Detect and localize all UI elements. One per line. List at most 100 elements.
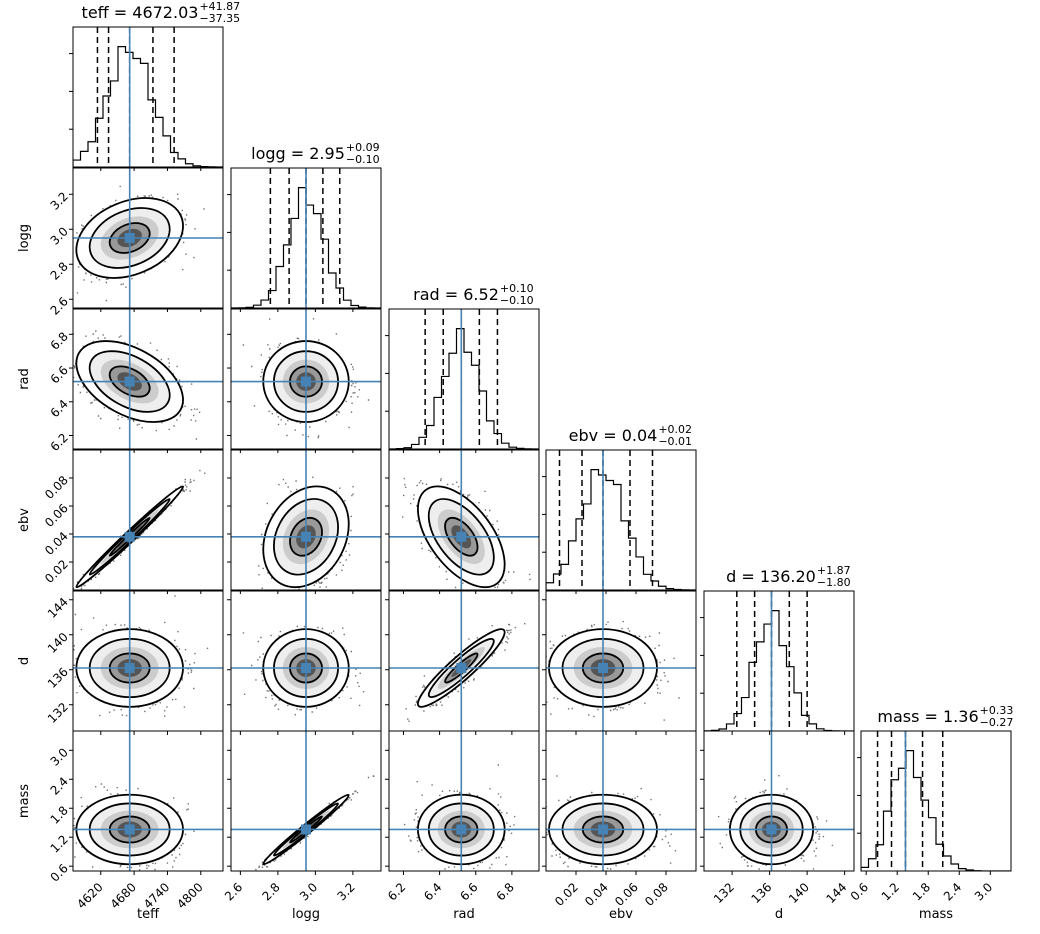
x-tick-label: 132 bbox=[711, 880, 737, 906]
x-axis-label-teff: teff bbox=[137, 907, 160, 922]
x-axis-label-rad: rad bbox=[453, 907, 475, 922]
y-tick-label: 0.08 bbox=[42, 473, 71, 502]
x-tick-label: 0.6 bbox=[848, 880, 871, 903]
y-tick-label: 3.0 bbox=[48, 745, 71, 768]
title-plus-error: +41.87 bbox=[199, 0, 240, 13]
histogram-step bbox=[861, 750, 1011, 871]
panel-frame bbox=[72, 167, 224, 309]
y-axis-label-ebv: ebv bbox=[17, 508, 32, 532]
x-axis-label-logg: logg bbox=[292, 907, 320, 922]
x-tick-label: 0.06 bbox=[612, 880, 641, 909]
x-tick-label: 6.4 bbox=[421, 880, 444, 903]
y-tick-label: 0.06 bbox=[42, 501, 71, 530]
hist-panel-ebv: ebv = 0.04 +0.02−0.01 bbox=[542, 423, 697, 594]
title-plus-error: +0.10 bbox=[500, 282, 534, 295]
x-tick-label: 140 bbox=[786, 880, 812, 906]
y-tick-label: 144 bbox=[45, 595, 71, 621]
truth-marker bbox=[301, 531, 311, 542]
y-tick-label: 136 bbox=[45, 665, 71, 691]
title-minus-error: −0.10 bbox=[500, 294, 534, 307]
scatter-points bbox=[73, 595, 209, 717]
panel-title-rad: rad = 6.52 bbox=[413, 285, 499, 304]
y-tick-label: 3.0 bbox=[48, 224, 71, 247]
y-tick-label: 0.02 bbox=[42, 557, 71, 586]
x-tick-label: 0.02 bbox=[552, 880, 581, 909]
panel-frame bbox=[72, 308, 224, 450]
title-plus-error: +0.02 bbox=[658, 423, 692, 436]
panel-title-d: d = 136.20 bbox=[726, 567, 816, 586]
scatter-panel-teff-d: 132 136 140 144 bbox=[45, 590, 224, 735]
scatter-panel-rad-ebv bbox=[385, 449, 540, 594]
x-tick-label: 6.8 bbox=[493, 880, 516, 903]
scatter-panel-rad-mass: 6.2 6.4 6.6 6.8 bbox=[385, 730, 540, 903]
panel-frame bbox=[72, 449, 224, 591]
panel-frame bbox=[72, 730, 224, 872]
panel-title-logg: logg = 2.95 bbox=[251, 144, 345, 163]
x-tick-label: 4680 bbox=[108, 880, 139, 911]
truth-marker bbox=[598, 663, 608, 673]
y-tick-label: 2.8 bbox=[48, 259, 71, 282]
x-tick-label: 136 bbox=[748, 880, 774, 906]
histogram-step bbox=[73, 46, 223, 167]
truth-marker bbox=[301, 824, 311, 835]
truth-marker bbox=[598, 824, 608, 835]
panel-frame bbox=[703, 730, 855, 872]
x-tick-label: 4620 bbox=[74, 880, 105, 911]
truth-marker bbox=[124, 824, 135, 835]
y-axis-label-rad: rad bbox=[17, 368, 32, 390]
title-plus-error: +1.87 bbox=[817, 564, 851, 577]
scatter-panel-ebv-d bbox=[542, 590, 697, 735]
panel-frame bbox=[388, 308, 540, 450]
y-tick-label: 6.8 bbox=[48, 329, 71, 352]
y-tick-label: 6.2 bbox=[48, 431, 71, 454]
x-tick-label: 1.2 bbox=[879, 880, 902, 903]
x-tick-label: 2.8 bbox=[259, 880, 282, 903]
title-minus-error: −0.10 bbox=[346, 153, 380, 166]
y-axis-label-mass: mass bbox=[17, 784, 32, 818]
x-tick-label: 144 bbox=[823, 880, 849, 906]
scatter-panel-logg-ebv bbox=[227, 449, 382, 594]
panel-frame bbox=[860, 730, 1012, 872]
truth-marker bbox=[124, 663, 135, 673]
scatter-panel-teff-logg: 2.6 2.8 3.0 3.2 bbox=[48, 167, 224, 318]
panel-frame bbox=[72, 26, 224, 168]
title-minus-error: −1.80 bbox=[817, 576, 851, 589]
y-tick-label: 1.2 bbox=[48, 832, 71, 855]
y-tick-label: 2.4 bbox=[48, 774, 71, 797]
panel-frame bbox=[230, 449, 382, 591]
panel-title-mass: mass = 1.36 bbox=[877, 707, 978, 726]
x-tick-label: 2.4 bbox=[941, 880, 964, 903]
x-axis-label-d: d bbox=[775, 907, 783, 922]
panel-frame bbox=[545, 449, 697, 591]
panel-frame bbox=[230, 167, 382, 309]
truth-marker bbox=[456, 824, 467, 835]
histogram-step bbox=[704, 610, 854, 731]
truth-marker bbox=[456, 531, 467, 542]
truth-marker bbox=[124, 376, 135, 387]
y-tick-label: 0.6 bbox=[48, 861, 71, 884]
x-tick-label: 6.2 bbox=[385, 880, 408, 903]
panel-frame bbox=[388, 730, 540, 872]
panel-frame bbox=[230, 730, 382, 872]
title-minus-error: −0.27 bbox=[980, 716, 1014, 729]
panel-frame bbox=[545, 730, 697, 872]
scatter-panel-d-mass: 132 136 140 144 bbox=[700, 730, 855, 906]
x-axis-label-ebv: ebv bbox=[609, 907, 633, 922]
scatter-panel-ebv-mass: 0.02 0.04 0.06 0.08 bbox=[542, 730, 697, 909]
x-tick-label: 0.08 bbox=[642, 880, 671, 909]
scatter-panel-logg-d bbox=[227, 590, 382, 735]
truth-marker bbox=[456, 663, 467, 673]
x-tick-label: 3.0 bbox=[972, 880, 995, 903]
y-tick-label: 6.6 bbox=[48, 363, 71, 386]
truth-marker bbox=[301, 376, 311, 387]
scatter-panel-rad-d bbox=[385, 590, 540, 735]
hist-panel-mass: mass = 1.36 +0.33−0.27 0.6 1.2 1.8 2.4 3.0 bbox=[848, 704, 1014, 903]
panel-title-ebv: ebv = 0.04 bbox=[569, 426, 658, 445]
scatter-panel-teff-rad: 6.2 6.4 6.6 6.8 bbox=[48, 308, 224, 454]
truth-marker bbox=[301, 663, 311, 673]
scatter-panel-logg-mass: 2.6 2.8 3.0 3.2 bbox=[222, 730, 382, 903]
scatter-panel-teff-ebv: 0.020.040.060.08 bbox=[42, 449, 224, 594]
x-axis-label-mass: mass bbox=[919, 907, 953, 922]
